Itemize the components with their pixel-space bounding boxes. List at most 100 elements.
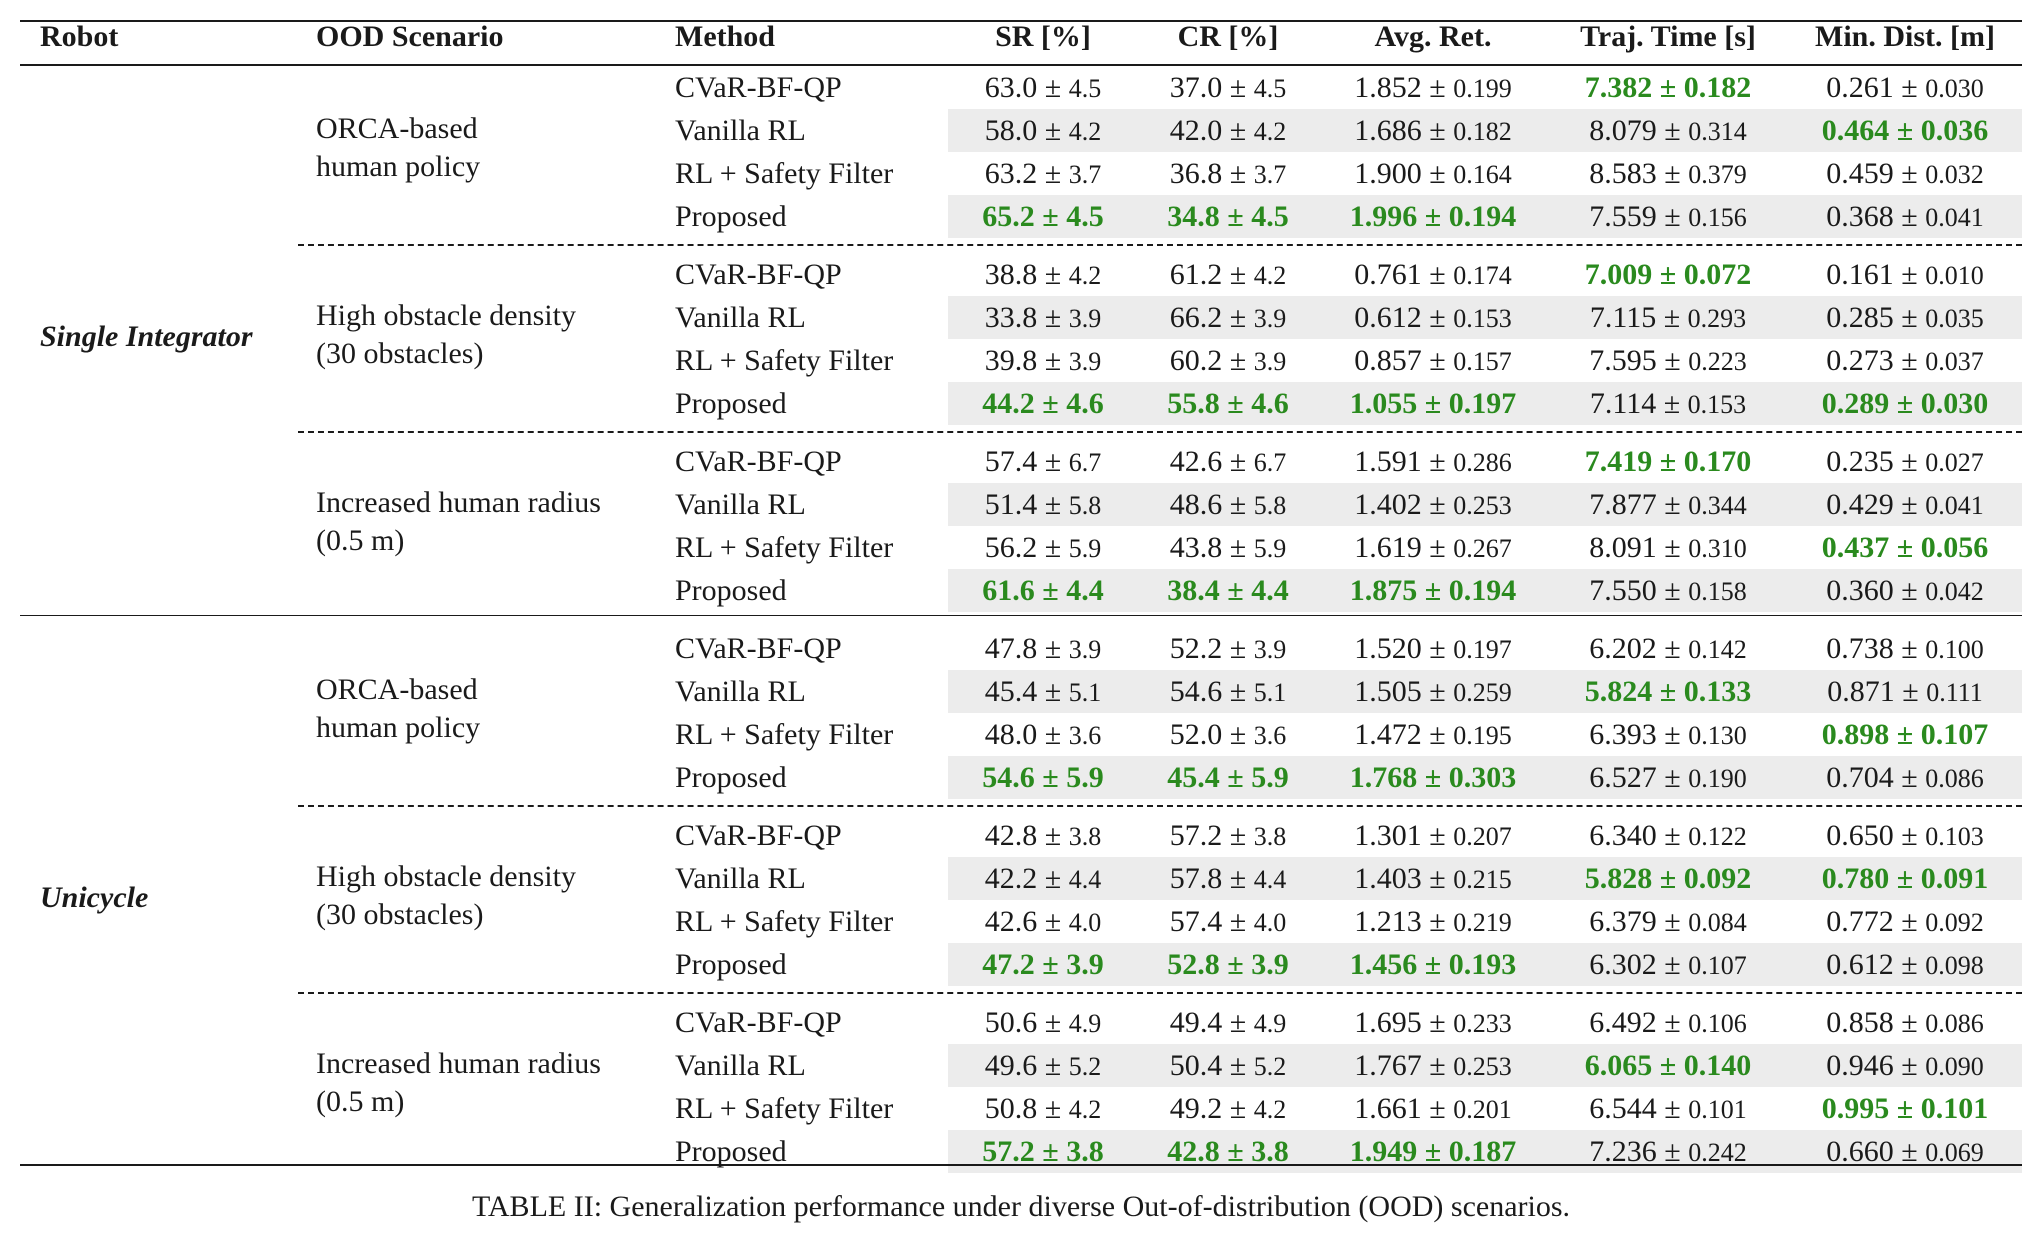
plus-minus-sign: ± xyxy=(1222,905,1254,938)
mean-value: 50.6 xyxy=(984,1006,1038,1039)
std-value: 0.106 xyxy=(1688,1009,1747,1038)
plus-minus-sign: ± xyxy=(1421,258,1454,291)
scenario-separator xyxy=(298,244,2022,246)
std-value: 0.100 xyxy=(1925,635,1984,664)
avg-return-cell: 1.456 ± 0.193 xyxy=(1318,943,1548,986)
plus-minus-sign: ± xyxy=(1034,387,1067,420)
traj-time-cell: 7.559 ± 0.156 xyxy=(1548,195,1788,238)
std-value: 4.2 xyxy=(1253,1095,1287,1124)
traj-time-cell: 6.393 ± 0.130 xyxy=(1548,713,1788,756)
method-cell: RL + Safety Filter xyxy=(675,531,894,564)
table-row: CVaR-BF-QP 38.8 ± 4.2 61.2 ± 4.2 0.761 ± 0.… xyxy=(0,253,2042,296)
plus-minus-sign: ± xyxy=(1894,675,1927,708)
mean-value: 57.4 xyxy=(1169,905,1223,938)
plus-minus-sign: ± xyxy=(1222,71,1254,104)
cr-cell: 57.4 ± 4.0 xyxy=(1138,900,1318,943)
plus-minus-sign: ± xyxy=(1893,574,1926,607)
plus-minus-sign: ± xyxy=(1889,387,1921,420)
mean-value: 42.0 xyxy=(1169,114,1223,147)
plus-minus-sign: ± xyxy=(1037,675,1069,708)
mean-value: 7.236 xyxy=(1589,1135,1657,1168)
min-dist-cell: 0.289 ± 0.030 xyxy=(1788,382,2022,425)
plus-minus-sign: ± xyxy=(1417,574,1449,607)
plus-minus-sign: ± xyxy=(1219,761,1252,794)
plus-minus-sign: ± xyxy=(1037,114,1069,147)
traj-time-cell: 7.236 ± 0.242 xyxy=(1548,1130,1788,1173)
plus-minus-sign: ± xyxy=(1037,531,1069,564)
mean-value: 6.340 xyxy=(1589,819,1657,852)
plus-minus-sign: ± xyxy=(1222,488,1254,521)
sr-cell: 58.0 ± 4.2 xyxy=(948,109,1138,152)
std-value: 0.107 xyxy=(1688,951,1747,980)
sr-cell: 54.6 ± 5.9 xyxy=(948,756,1138,799)
std-value: 0.233 xyxy=(1453,1009,1512,1038)
avg-return-cell: 1.768 ± 0.303 xyxy=(1318,756,1548,799)
sr-cell: 42.8 ± 3.8 xyxy=(948,814,1138,857)
mean-value: 7.595 xyxy=(1589,344,1657,377)
avg-return-cell: 0.761 ± 0.174 xyxy=(1318,253,1548,296)
plus-minus-sign: ± xyxy=(1037,632,1069,665)
std-value: 0.242 xyxy=(1688,1138,1747,1167)
min-dist-cell: 0.871 ± 0.111 xyxy=(1788,670,2022,713)
avg-return-cell: 1.055 ± 0.197 xyxy=(1318,382,1548,425)
std-value: 0.111 xyxy=(1926,678,1983,707)
plus-minus-sign: ± xyxy=(1421,862,1454,895)
mean-value: 0.368 xyxy=(1826,200,1894,233)
std-value: 0.259 xyxy=(1453,678,1512,707)
plus-minus-sign: ± xyxy=(1421,819,1454,852)
avg-return-cell: 1.852 ± 0.199 xyxy=(1318,66,1548,109)
mean-value: 1.520 xyxy=(1354,632,1422,665)
plus-minus-sign: ± xyxy=(1652,258,1684,291)
mean-value: 1.402 xyxy=(1354,488,1422,521)
std-value: 5.9 xyxy=(1251,761,1289,794)
method-cell: Vanilla RL xyxy=(675,301,806,334)
avg-return-cell: 0.612 ± 0.153 xyxy=(1318,296,1548,339)
mean-value: 0.650 xyxy=(1826,819,1894,852)
std-value: 4.4 xyxy=(1253,865,1287,894)
header-traj-time: Traj. Time [s] xyxy=(1580,20,1756,53)
cr-cell: 45.4 ± 5.9 xyxy=(1138,756,1318,799)
mean-value: 49.2 xyxy=(1169,1092,1223,1125)
robot-separator xyxy=(20,615,2022,616)
table-row: CVaR-BF-QP 42.8 ± 3.8 57.2 ± 3.8 1.301 ± 0.… xyxy=(0,814,2042,857)
mean-value: 1.661 xyxy=(1354,1092,1422,1125)
plus-minus-sign: ± xyxy=(1222,1092,1254,1125)
traj-time-cell: 7.009 ± 0.072 xyxy=(1548,253,1788,296)
min-dist-cell: 0.704 ± 0.086 xyxy=(1788,756,2022,799)
table-row: RL + Safety Filter 39.8 ± 3.9 60.2 ± 3.9 0.… xyxy=(0,339,2042,382)
scenario-line-1: Increased human radius xyxy=(316,1047,601,1080)
mean-value: 0.459 xyxy=(1826,157,1894,190)
mean-value: 63.2 xyxy=(984,157,1038,190)
std-value: 3.6 xyxy=(1068,721,1102,750)
plus-minus-sign: ± xyxy=(1417,200,1449,233)
std-value: 0.293 xyxy=(1687,304,1747,333)
scenario-line-2: (0.5 m) xyxy=(316,524,405,557)
plus-minus-sign: ± xyxy=(1656,301,1688,334)
table-row: Vanilla RL 45.4 ± 5.1 54.6 ± 5.1 1.505 ± 0.… xyxy=(0,670,2042,713)
std-value: 0.207 xyxy=(1453,822,1512,851)
traj-time-cell: 6.379 ± 0.084 xyxy=(1548,900,1788,943)
mean-value: 48.6 xyxy=(1169,488,1223,521)
mean-value: 1.875 xyxy=(1349,574,1418,607)
mean-value: 8.079 xyxy=(1589,114,1657,147)
mean-value: 0.612 xyxy=(1826,948,1894,981)
mean-value: 1.767 xyxy=(1354,1049,1422,1082)
mean-value: 63.0 xyxy=(984,71,1038,104)
plus-minus-sign: ± xyxy=(1421,301,1454,334)
plus-minus-sign: ± xyxy=(1034,574,1067,607)
plus-minus-sign: ± xyxy=(1421,1006,1454,1039)
plus-minus-sign: ± xyxy=(1652,862,1684,895)
mean-value: 65.2 xyxy=(982,200,1035,233)
table-row: RL + Safety Filter 42.6 ± 4.0 57.4 ± 4.0 1.… xyxy=(0,900,2042,943)
std-value: 0.027 xyxy=(1925,448,1984,477)
std-value: 0.086 xyxy=(1925,1009,1984,1038)
std-value: 0.042 xyxy=(1925,577,1984,606)
plus-minus-sign: ± xyxy=(1893,632,1926,665)
plus-minus-sign: ± xyxy=(1222,157,1254,190)
mean-value: 1.403 xyxy=(1354,862,1422,895)
plus-minus-sign: ± xyxy=(1421,488,1454,521)
cr-cell: 49.2 ± 4.2 xyxy=(1138,1087,1318,1130)
plus-minus-sign: ± xyxy=(1656,531,1689,564)
sr-cell: 33.8 ± 3.9 xyxy=(948,296,1138,339)
table-row: Proposed 44.2 ± 4.6 55.8 ± 4.6 1.055 ± 0.19… xyxy=(0,382,2042,425)
